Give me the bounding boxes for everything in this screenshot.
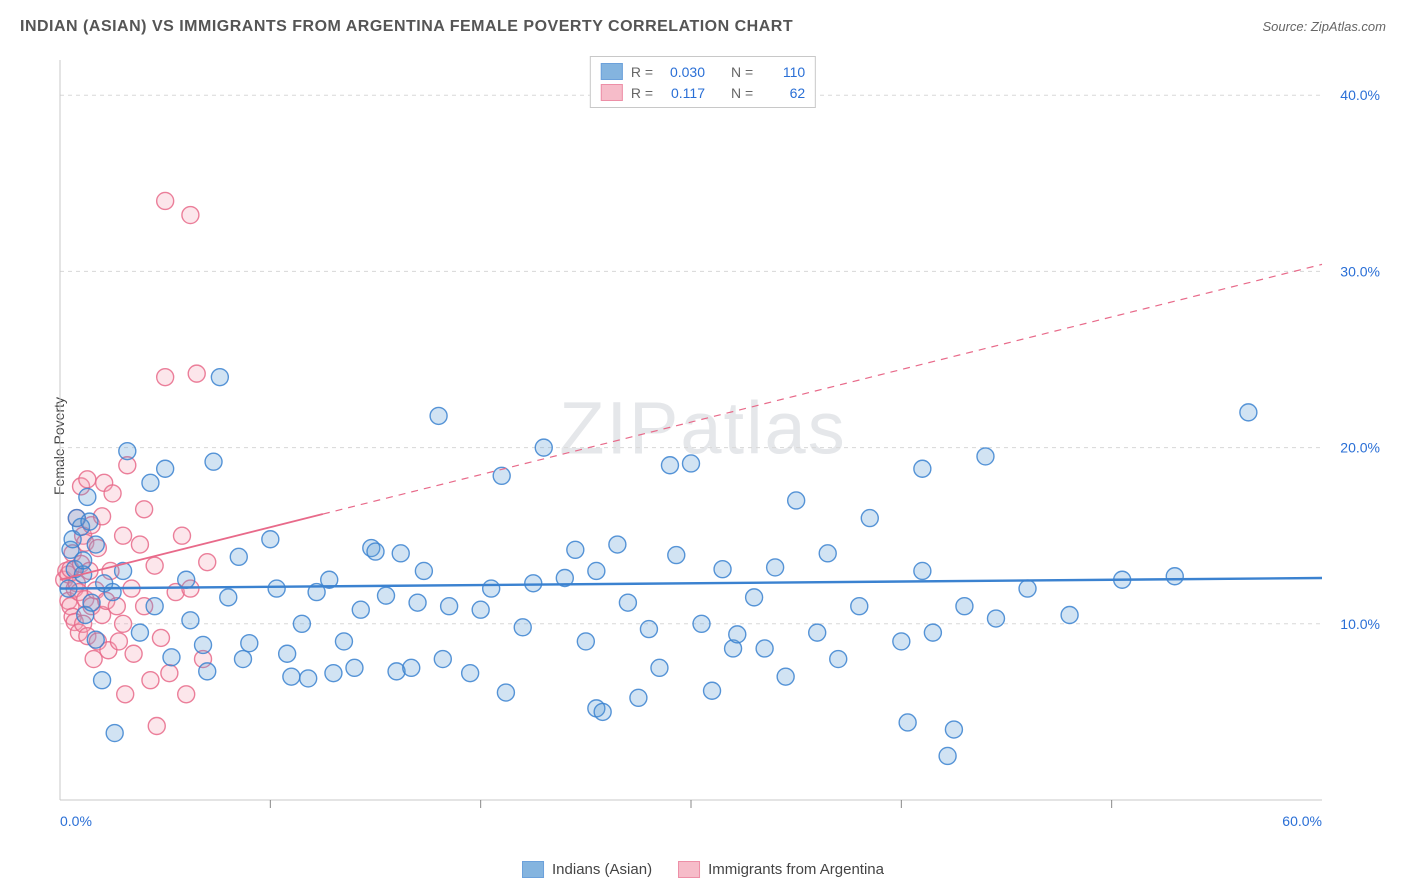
source-value: ZipAtlas.com: [1311, 19, 1386, 34]
scatter-chart: 0.0% 60.0% 10.0% 20.0% 30.0% 40.0%: [50, 50, 1390, 840]
chart-title: INDIAN (ASIAN) VS IMMIGRANTS FROM ARGENT…: [20, 18, 793, 36]
svg-text:60.0%: 60.0%: [1282, 813, 1322, 829]
legend-row-argentina: R = 0.117 N = 62: [601, 82, 805, 103]
r-value-indians: 0.030: [661, 64, 705, 80]
series-legend: Indians (Asian) Immigrants from Argentin…: [522, 861, 884, 878]
legend-row-indians: R = 0.030 N = 110: [601, 61, 805, 82]
legend-label-indians: Indians (Asian): [552, 861, 652, 878]
svg-text:10.0%: 10.0%: [1340, 616, 1380, 632]
correlation-legend: R = 0.030 N = 110 R = 0.117 N = 62: [590, 56, 816, 108]
n-value-argentina: 62: [761, 85, 805, 101]
source-label: Source:: [1262, 19, 1310, 34]
svg-text:30.0%: 30.0%: [1340, 263, 1380, 279]
source: Source: ZipAtlas.com: [1262, 18, 1386, 36]
legend-item-argentina: Immigrants from Argentina: [678, 861, 884, 878]
swatch-pink: [601, 84, 623, 101]
n-label: N =: [731, 85, 753, 101]
swatch-blue: [601, 63, 623, 80]
n-value-indians: 110: [761, 64, 805, 80]
r-label: R =: [631, 85, 653, 101]
swatch-pink: [678, 861, 700, 878]
legend-label-argentina: Immigrants from Argentina: [708, 861, 884, 878]
swatch-blue: [522, 861, 544, 878]
legend-item-indians: Indians (Asian): [522, 861, 652, 878]
r-value-argentina: 0.117: [661, 85, 705, 101]
n-label: N =: [731, 64, 753, 80]
svg-text:0.0%: 0.0%: [60, 813, 92, 829]
svg-text:20.0%: 20.0%: [1340, 440, 1380, 456]
svg-text:40.0%: 40.0%: [1340, 87, 1380, 103]
r-label: R =: [631, 64, 653, 80]
